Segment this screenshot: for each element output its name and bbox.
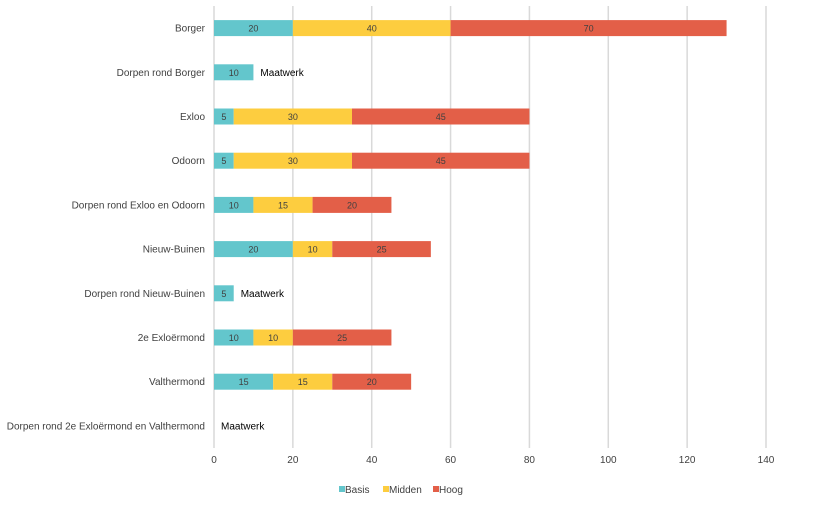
bar-segment-hoog	[450, 20, 727, 37]
data-label: 5	[221, 112, 226, 122]
x-tick-label: 20	[287, 455, 299, 466]
category-label: Dorpen rond Exloo en Odoorn	[72, 200, 205, 211]
data-label: 45	[436, 156, 446, 166]
bar-segment-basis	[214, 108, 234, 125]
category-label: Exloo	[180, 112, 205, 123]
bar-segment-midden	[233, 152, 352, 169]
data-label: 10	[229, 333, 239, 343]
data-label: 20	[248, 24, 258, 34]
legend-label: Hoog	[439, 485, 463, 496]
data-label: 45	[436, 112, 446, 122]
annotation-label: Maatwerk	[241, 289, 285, 300]
data-label: 40	[367, 24, 377, 34]
category-label: Dorpen rond 2e Exloërmond en Valthermond	[7, 421, 205, 432]
category-label: 2e Exloërmond	[138, 333, 205, 344]
bar-segment-basis	[214, 20, 293, 37]
data-label: 25	[337, 333, 347, 343]
category-label: Borger	[175, 24, 206, 35]
bar-segment-basis	[214, 373, 274, 390]
category-label: Dorpen rond Borger	[117, 68, 206, 79]
data-label: 30	[288, 112, 298, 122]
bar-segment-basis	[214, 329, 254, 346]
category-label: Nieuw-Buinen	[143, 245, 205, 256]
data-label: 10	[229, 200, 239, 210]
category-labels: Borger Dorpen rond Borger Exloo Odoorn Dorpe…	[7, 24, 206, 433]
data-label: 20	[367, 377, 377, 387]
bar-segment-midden	[253, 329, 293, 346]
category-label: Odoorn	[172, 156, 205, 167]
bar-segment-hoog	[292, 329, 392, 346]
gridlines	[213, 6, 767, 448]
annotation-label: Maatwerk	[260, 68, 304, 79]
bar-segment-hoog	[352, 152, 530, 169]
data-label: 25	[377, 245, 387, 255]
bar-segment-midden	[292, 241, 333, 258]
data-label: 10	[268, 333, 278, 343]
x-tick-label: 100	[600, 455, 617, 466]
x-tick-label: 120	[679, 455, 696, 466]
bars: 20 40 70 10 Maatwerk 5 30 45 5 30 45 10 15 20 20 10 25 5 M…	[214, 20, 727, 432]
legend-swatch-hoog	[433, 486, 439, 492]
legend-swatch-basis	[339, 486, 345, 492]
data-label: 20	[347, 200, 357, 210]
x-tick-label: 40	[366, 455, 378, 466]
data-label: 5	[221, 289, 226, 299]
x-tick-label: 60	[445, 455, 457, 466]
bar-segment-basis	[214, 152, 234, 169]
bar-segment-midden	[233, 108, 352, 125]
data-label: 20	[248, 245, 258, 255]
x-tick-label: 140	[758, 455, 775, 466]
data-label: 15	[278, 200, 288, 210]
annotation-label: Maatwerk	[221, 421, 265, 432]
bar-segment-basis	[214, 64, 254, 81]
data-label: 70	[584, 24, 594, 34]
bar-segment-midden	[292, 20, 451, 37]
legend-label: Basis	[345, 485, 369, 496]
bar-segment-hoog	[312, 196, 392, 213]
data-label: 5	[221, 156, 226, 166]
bar-segment-hoog	[352, 108, 530, 125]
bar-segment-midden	[253, 196, 313, 213]
category-label: Dorpen rond Nieuw-Buinen	[84, 289, 205, 300]
bar-segment-basis	[214, 196, 254, 213]
data-label: 10	[308, 245, 318, 255]
bar-segment-hoog	[332, 241, 431, 258]
data-label: 15	[239, 377, 249, 387]
bar-segment-basis	[214, 241, 293, 258]
data-label: 15	[298, 377, 308, 387]
data-label: 30	[288, 156, 298, 166]
bar-segment-hoog	[332, 373, 412, 390]
bar-segment-midden	[273, 373, 333, 390]
legend-label: Midden	[389, 485, 422, 496]
legend-swatch-midden	[383, 486, 389, 492]
x-tick-label: 0	[211, 455, 217, 466]
bar-segment-basis	[214, 285, 234, 302]
legend: Basis Midden Hoog	[339, 485, 463, 496]
x-tick-labels: 0 20 40 60 80 100 120 140	[211, 455, 775, 466]
category-label: Valthermond	[149, 377, 205, 388]
data-label: 10	[229, 68, 239, 78]
x-tick-label: 80	[524, 455, 536, 466]
